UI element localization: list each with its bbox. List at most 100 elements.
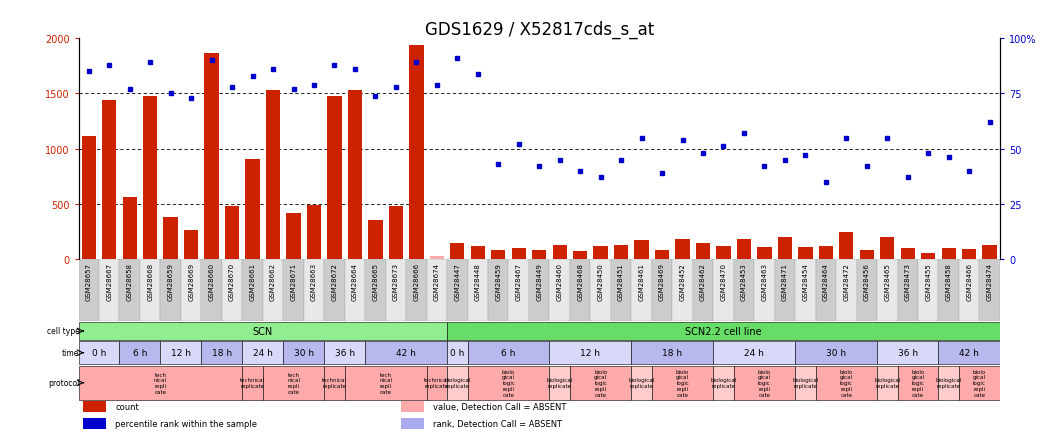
Bar: [900, 249, 915, 260]
Bar: [816, 260, 837, 322]
Text: 18 h: 18 h: [211, 349, 231, 358]
Text: GSM28471: GSM28471: [782, 263, 788, 301]
Bar: [675, 240, 690, 260]
Bar: [982, 245, 997, 260]
Bar: [713, 366, 734, 400]
Text: technical
replicate: technical replicate: [240, 378, 265, 388]
Bar: [921, 253, 935, 260]
Bar: [941, 249, 956, 260]
Bar: [652, 260, 672, 322]
Text: GSM28658: GSM28658: [127, 263, 133, 301]
Bar: [734, 366, 795, 400]
Bar: [938, 366, 959, 400]
Bar: [877, 260, 897, 322]
Bar: [716, 247, 731, 260]
Bar: [325, 342, 365, 364]
Text: GSM28672: GSM28672: [332, 263, 337, 301]
Bar: [447, 260, 468, 322]
Bar: [344, 260, 365, 322]
Text: GSM28452: GSM28452: [680, 263, 686, 300]
Text: biological
replicate: biological replicate: [793, 378, 819, 388]
Bar: [447, 342, 468, 364]
Bar: [488, 260, 509, 322]
Bar: [468, 260, 488, 322]
Text: biolo
gical
logic
repli
cate: biolo gical logic repli cate: [840, 369, 853, 397]
Text: 42 h: 42 h: [396, 349, 416, 358]
Bar: [83, 401, 106, 412]
Text: GSM28468: GSM28468: [577, 263, 583, 301]
Text: GSM28459: GSM28459: [495, 263, 502, 300]
Text: 36 h: 36 h: [335, 349, 355, 358]
Text: tech
nical
repli
cate: tech nical repli cate: [379, 372, 393, 394]
Text: biolo
gical
logic
repli
cate: biolo gical logic repli cate: [594, 369, 607, 397]
Bar: [737, 240, 751, 260]
Bar: [102, 101, 116, 260]
Bar: [79, 366, 242, 400]
Bar: [266, 91, 281, 260]
Text: biological
replicate: biological replicate: [874, 378, 900, 388]
Text: biological
replicate: biological replicate: [547, 378, 573, 388]
Bar: [816, 366, 877, 400]
Bar: [509, 260, 529, 322]
Bar: [406, 260, 426, 322]
Bar: [79, 322, 447, 340]
Bar: [819, 247, 833, 260]
Bar: [897, 366, 938, 400]
Text: 0 h: 0 h: [450, 349, 465, 358]
Bar: [573, 252, 587, 260]
Bar: [631, 342, 713, 364]
Text: 12 h: 12 h: [580, 349, 600, 358]
Bar: [570, 366, 631, 400]
Bar: [713, 342, 795, 364]
Text: GSM28661: GSM28661: [249, 263, 255, 301]
Bar: [426, 260, 447, 322]
Bar: [881, 237, 894, 260]
Bar: [918, 260, 938, 322]
Text: cell type: cell type: [47, 327, 80, 336]
Bar: [979, 260, 1000, 322]
Bar: [365, 260, 385, 322]
Text: 6 h: 6 h: [133, 349, 148, 358]
Text: GSM28659: GSM28659: [168, 263, 174, 301]
Text: GSM28662: GSM28662: [270, 263, 276, 301]
Text: tech
nical
repli
cate: tech nical repli cate: [154, 372, 166, 394]
Text: technical
replicate: technical replicate: [424, 378, 449, 388]
Text: GSM28448: GSM28448: [474, 263, 481, 300]
Text: GSM28450: GSM28450: [598, 263, 604, 300]
Bar: [225, 207, 240, 260]
Bar: [401, 418, 424, 429]
Bar: [344, 366, 426, 400]
Text: GSM28464: GSM28464: [823, 263, 829, 300]
Bar: [284, 260, 304, 322]
Bar: [263, 366, 325, 400]
Text: 12 h: 12 h: [171, 349, 191, 358]
Title: GDS1629 / X52817cds_s_at: GDS1629 / X52817cds_s_at: [425, 21, 653, 39]
Bar: [798, 247, 812, 260]
Text: biolo
gical
logic
repli
cate: biolo gical logic repli cate: [502, 369, 515, 397]
Bar: [119, 342, 160, 364]
Bar: [450, 243, 465, 260]
Bar: [634, 241, 649, 260]
Bar: [529, 260, 550, 322]
Text: GSM28453: GSM28453: [741, 263, 747, 300]
Bar: [754, 260, 775, 322]
Bar: [325, 366, 344, 400]
Bar: [512, 249, 526, 260]
Bar: [795, 342, 877, 364]
Bar: [163, 218, 178, 260]
Bar: [696, 243, 710, 260]
Text: GSM28465: GSM28465: [885, 263, 890, 300]
Bar: [532, 251, 547, 260]
Text: GSM28447: GSM28447: [454, 263, 461, 300]
Text: GSM28458: GSM28458: [945, 263, 952, 300]
Text: GSM28668: GSM28668: [148, 263, 153, 301]
Text: GSM28456: GSM28456: [864, 263, 870, 300]
Bar: [550, 342, 631, 364]
Bar: [962, 250, 977, 260]
Text: protocol: protocol: [48, 378, 80, 388]
Text: GSM28663: GSM28663: [311, 263, 317, 301]
Bar: [877, 342, 938, 364]
Bar: [734, 260, 754, 322]
Bar: [610, 260, 631, 322]
Text: GSM28470: GSM28470: [720, 263, 727, 301]
